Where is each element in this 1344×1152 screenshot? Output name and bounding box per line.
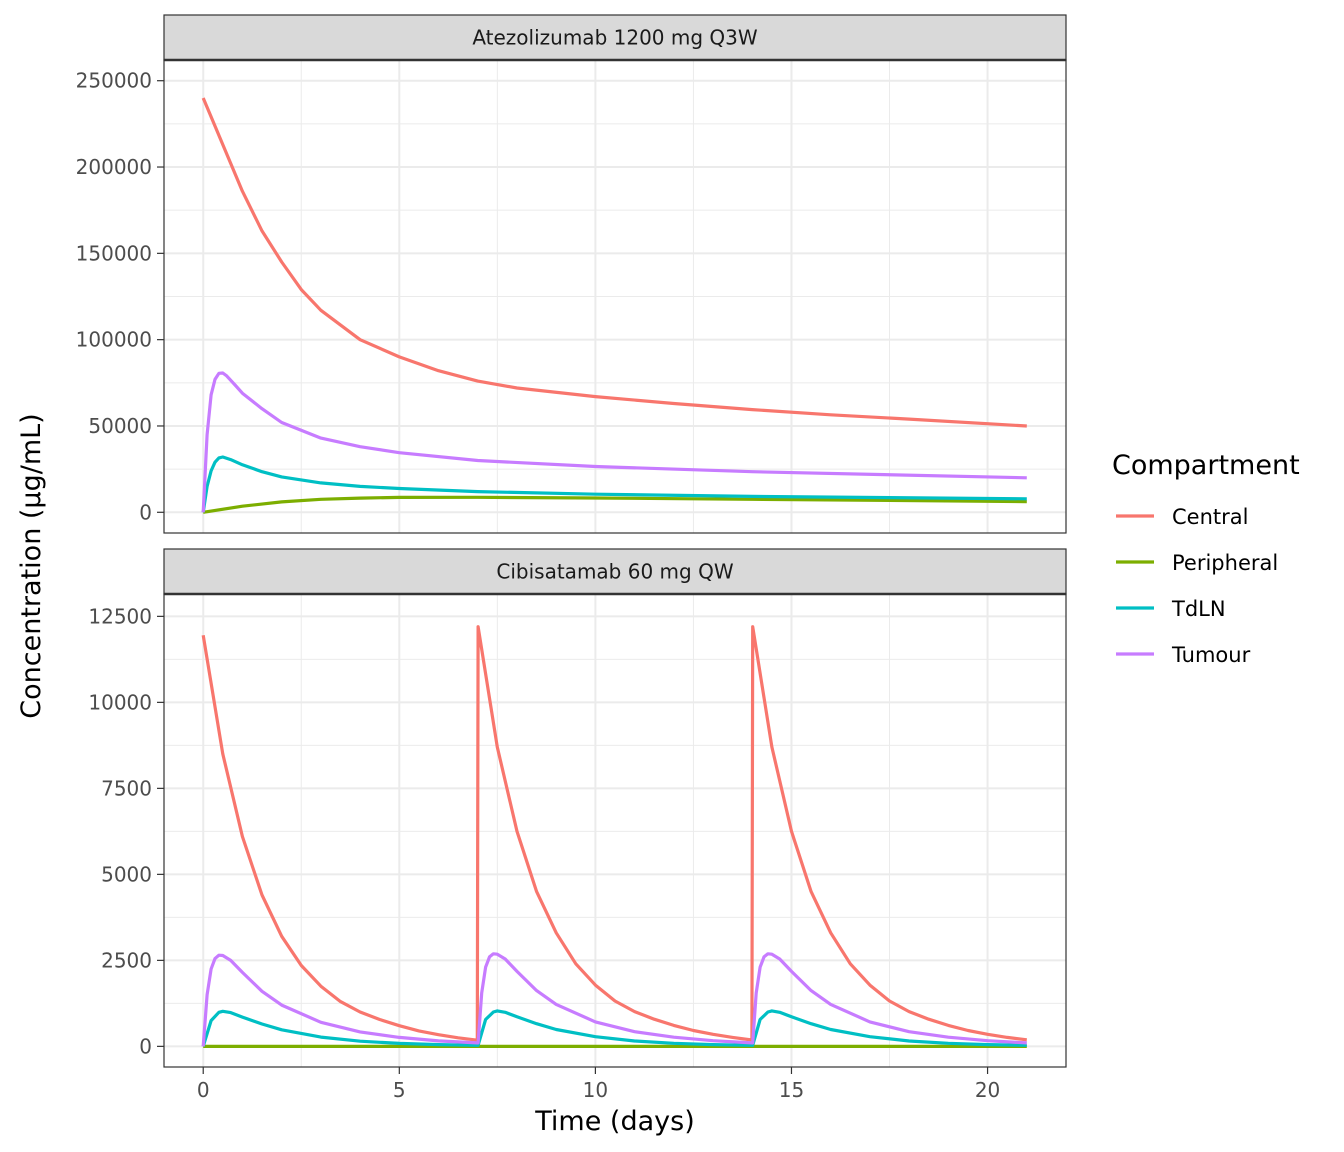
facet-panels: Atezolizumab 1200 mg Q3W0500001000001500… [76, 14, 1067, 1102]
y-tick-label: 7500 [101, 776, 152, 800]
series-line-peripheral [202, 495, 1027, 514]
y-tick-label: 12500 [88, 604, 152, 628]
x-tick-label: 10 [583, 1078, 608, 1102]
x-tick-label: 15 [779, 1078, 804, 1102]
x-axis-title: Time (days) [534, 1106, 694, 1137]
x-tick-label: 20 [975, 1078, 1000, 1102]
y-tick-label: 200000 [76, 155, 152, 179]
facet-panel-1: Atezolizumab 1200 mg Q3W 0 50000 100000 1500… [76, 14, 1067, 534]
y-tick-label: 100000 [76, 328, 152, 352]
facet-strip [163, 14, 1067, 61]
series-line-tumour [201, 371, 1027, 513]
y-tick-label: 10000 [88, 690, 152, 714]
legend: Compartment Central Peripheral TdLN Tumour [1112, 450, 1300, 667]
series-line-central [201, 625, 1027, 1042]
series-line-central [201, 97, 1027, 428]
x-tick-label: 0 [197, 1078, 210, 1102]
y-tick-label: 0 [139, 1034, 152, 1058]
x-tick-label: 5 [393, 1078, 406, 1102]
facet-strip-label: Atezolizumab 1200 mg Q3W [472, 26, 758, 50]
y-tick-label: 0 [139, 500, 152, 524]
facet-panel-2: Cibisatamab 60 mg QW 0 2500 5000 7500 10000 12… [88, 548, 1067, 1102]
panel-background [164, 594, 1066, 1067]
facet-strip [163, 548, 1067, 595]
facet-strip-label: Cibisatamab 60 mg QW [496, 560, 733, 584]
legend-label-tdln: TdLN [1171, 597, 1226, 621]
legend-label-tumour: Tumour [1171, 643, 1251, 667]
legend-label-central: Central [1172, 505, 1248, 529]
series-line-tumour [201, 952, 1027, 1047]
legend-title: Compartment [1112, 450, 1300, 481]
series-line-tdln [201, 1009, 1027, 1047]
y-tick-label: 250000 [76, 69, 152, 93]
y-tick-label: 150000 [76, 241, 152, 265]
legend-label-peripheral: Peripheral [1172, 551, 1278, 575]
y-tick-label: 5000 [101, 862, 152, 886]
y-tick-label: 2500 [101, 948, 152, 972]
y-tick-label: 50000 [88, 414, 152, 438]
y-axis-title: Concentration (µg/mL) [16, 413, 47, 718]
series-line-tdln [201, 455, 1027, 513]
